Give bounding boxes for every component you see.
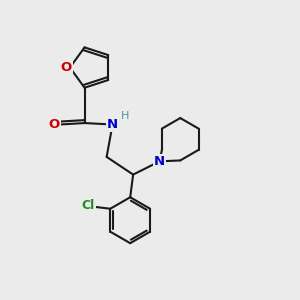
Text: O: O	[49, 118, 60, 131]
Text: H: H	[121, 111, 129, 121]
Text: Cl: Cl	[82, 199, 95, 212]
Text: N: N	[107, 118, 118, 131]
Text: N: N	[154, 155, 165, 168]
Text: O: O	[61, 61, 72, 74]
